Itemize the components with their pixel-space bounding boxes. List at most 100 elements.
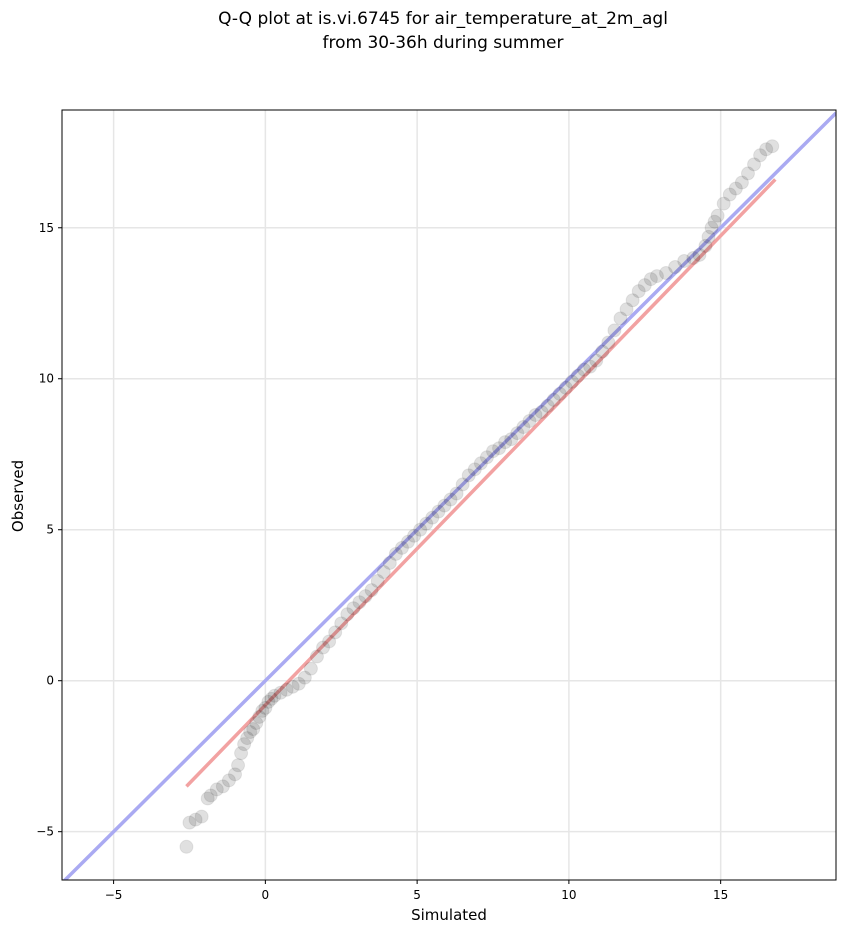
qq-point <box>740 166 755 181</box>
qq-point <box>710 208 725 223</box>
y-tick-label: 5 <box>46 523 54 537</box>
qq-point <box>419 516 434 531</box>
qq-point <box>388 546 403 561</box>
qq-point <box>258 700 273 715</box>
qq-point <box>255 703 270 718</box>
qq-point <box>346 601 361 616</box>
qq-point <box>243 725 258 740</box>
qq-point <box>759 142 774 157</box>
qq-point <box>316 640 331 655</box>
qq-point <box>221 773 236 788</box>
qq-point <box>522 414 537 429</box>
qq-point <box>303 661 318 676</box>
qq-point <box>209 782 224 797</box>
qq-point <box>734 175 749 190</box>
qq-point <box>394 540 409 555</box>
y-tick-label: 10 <box>39 372 54 386</box>
qq-point <box>753 148 768 163</box>
qq-point <box>401 534 416 549</box>
qq-point <box>179 839 194 854</box>
qq-point <box>252 709 267 724</box>
qq-point <box>200 791 215 806</box>
qq-point <box>631 284 646 299</box>
x-tick-label: −5 <box>105 888 123 902</box>
qq-point <box>692 247 707 262</box>
qq-point <box>577 362 592 377</box>
qq-point <box>601 335 616 350</box>
qq-point <box>765 139 780 154</box>
qq-point <box>334 616 349 631</box>
qq-point <box>516 420 531 435</box>
qq-point <box>437 498 452 513</box>
qq-point <box>425 510 440 525</box>
qq-point <box>215 779 230 794</box>
qq-point <box>352 595 367 610</box>
qq-point <box>486 444 501 459</box>
qq-point <box>364 583 379 598</box>
qq-point <box>285 679 300 694</box>
qq-point <box>747 157 762 172</box>
qq-point <box>701 229 716 244</box>
qq-point <box>455 477 470 492</box>
grid-layer <box>62 110 836 880</box>
qq-point <box>273 685 288 700</box>
y-tick-label: 0 <box>46 674 54 688</box>
qq-point <box>358 589 373 604</box>
qq-point <box>203 788 218 803</box>
qq-point <box>261 694 276 709</box>
qq-point <box>231 758 246 773</box>
x-tick-label: 0 <box>262 888 270 902</box>
qq-point <box>279 682 294 697</box>
qq-point <box>528 407 543 422</box>
qq-point <box>546 392 561 407</box>
qq-point <box>479 450 494 465</box>
qq-point <box>659 266 674 281</box>
qq-point <box>707 214 722 229</box>
qq-point <box>246 722 261 737</box>
qq-point <box>376 565 391 579</box>
qq-point <box>382 555 397 570</box>
x-axis-label: Simulated <box>411 906 487 924</box>
qq-point <box>558 380 573 395</box>
qq-point <box>182 815 197 830</box>
qq-point <box>698 238 713 253</box>
qq-point <box>595 344 610 359</box>
x-tick-label: 5 <box>413 888 421 902</box>
qq-point <box>370 574 385 589</box>
qq-point <box>510 426 525 441</box>
x-tick-label: 10 <box>561 888 576 902</box>
qq-point <box>328 625 343 640</box>
qq-point <box>613 311 628 326</box>
qq-point <box>716 196 731 211</box>
qq-point <box>722 187 737 202</box>
qq-point <box>240 731 255 746</box>
qq-point <box>589 353 604 368</box>
qq-point <box>237 737 252 752</box>
qq-point <box>443 492 458 507</box>
qq-point <box>297 670 312 685</box>
qq-point <box>649 269 664 284</box>
qq-point <box>188 812 203 827</box>
identity-line <box>62 111 836 880</box>
qq-point <box>467 462 482 477</box>
qq-point <box>564 374 579 389</box>
qq-point <box>728 181 743 196</box>
qq-point <box>249 715 264 730</box>
qq-point <box>534 404 549 419</box>
qq-point <box>322 634 337 649</box>
qq-point <box>704 220 719 235</box>
qq-point <box>498 435 513 450</box>
qq-point <box>473 456 488 471</box>
qq-point <box>309 649 324 664</box>
qq-point <box>625 293 640 308</box>
qq-point <box>461 468 476 483</box>
qq-point <box>583 359 598 374</box>
plot-frame <box>61 109 837 881</box>
qq-point <box>291 676 306 691</box>
qq-point <box>234 746 249 761</box>
qq-point <box>431 504 446 519</box>
qq-point <box>686 250 701 265</box>
qq-point <box>264 691 279 706</box>
